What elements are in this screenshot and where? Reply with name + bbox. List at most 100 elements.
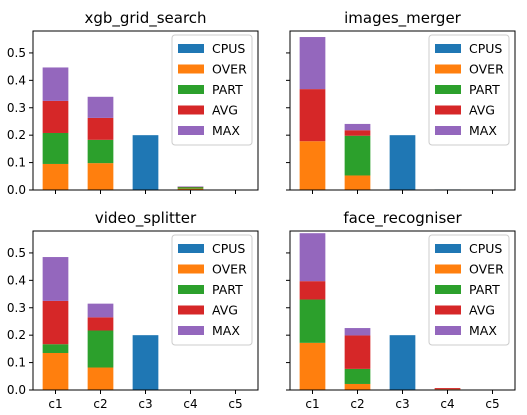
y-tick-label: 0.0 — [7, 183, 26, 197]
legend-swatch-max — [435, 126, 461, 135]
bar-avg-c1 — [43, 301, 69, 344]
bar-cpus-c3 — [390, 335, 416, 390]
legend-swatch-part — [435, 285, 461, 294]
bar-over-c1 — [43, 164, 69, 190]
bar-over-c2 — [345, 175, 371, 190]
bar-max-c2 — [88, 304, 114, 318]
legend-swatch-over — [178, 65, 204, 74]
bar-max-c1 — [43, 67, 69, 100]
legend: CPUS OVER PART AVG MAX — [172, 235, 252, 345]
legend-swatch-cpus — [178, 44, 204, 53]
x-tick-label-c3: c3 — [138, 397, 152, 411]
bar-avg-c1 — [300, 281, 326, 299]
legend-swatch-cpus — [435, 244, 461, 253]
y-tick-label: 0.2 — [7, 328, 26, 342]
legend-label-avg: AVG — [212, 103, 238, 118]
legend-swatch-over — [178, 265, 204, 274]
legend-swatch-avg — [435, 306, 461, 315]
bar-avg-c1 — [43, 101, 69, 133]
x-tick-label-c2: c2 — [350, 397, 364, 411]
legend-label-cpus: CPUS — [469, 241, 502, 256]
legend-label-cpus: CPUS — [469, 41, 502, 56]
bar-part-c2 — [88, 140, 114, 163]
legend-swatch-cpus — [178, 244, 204, 253]
bar-over-c1 — [300, 343, 326, 390]
legend-swatch-avg — [178, 306, 204, 315]
legend-swatch-part — [178, 285, 204, 294]
legend-label-over: OVER — [469, 62, 504, 77]
legend: CPUS OVER PART AVG MAX — [429, 235, 509, 345]
bar-over-c1 — [300, 141, 326, 190]
y-tick-label: 0.0 — [7, 383, 26, 397]
x-tick-label-c4: c4 — [440, 397, 454, 411]
bar-max-c2 — [345, 328, 371, 335]
legend-label-over: OVER — [212, 62, 247, 77]
bar-avg-c2 — [345, 130, 371, 135]
legend-label-part: PART — [212, 282, 243, 297]
legend-swatch-max — [435, 326, 461, 335]
legend-swatch-cpus — [435, 44, 461, 53]
bar-avg-c4 — [435, 388, 461, 389]
legend-label-part: PART — [212, 82, 243, 97]
bar-part-c2 — [345, 369, 371, 384]
bar-max-c4 — [178, 186, 204, 187]
bar-over-c2 — [345, 384, 371, 390]
x-tick-label-c3: c3 — [395, 397, 409, 411]
legend-label-avg: AVG — [212, 303, 238, 318]
legend-swatch-avg — [435, 106, 461, 115]
legend-label-max: MAX — [212, 123, 240, 138]
y-tick-label: 0.4 — [7, 273, 26, 287]
y-tick-label: 0.3 — [7, 301, 26, 315]
subplot-title: images_merger — [344, 9, 462, 28]
legend-swatch-over — [435, 65, 461, 74]
legend-label-part: PART — [469, 82, 500, 97]
subplot-4: face_recogniser c1 c2 c3 c4 c5 CPUS OVER PART AVG… — [286, 209, 515, 411]
y-tick-label: 0.4 — [7, 73, 26, 87]
bar-avg-c2 — [345, 335, 371, 368]
bar-part-c1 — [43, 344, 69, 353]
subplot-2: images_merger CPUS OVER PART AVG MAX — [286, 9, 515, 194]
y-tick-label: 0.5 — [7, 246, 26, 260]
legend-swatch-part — [178, 85, 204, 94]
bar-avg-c1 — [300, 89, 326, 141]
subplot-title: video_splitter — [95, 209, 197, 228]
bar-max-c2 — [88, 97, 114, 118]
bar-over-c2 — [88, 163, 114, 190]
bar-part-c2 — [88, 331, 114, 368]
bar-max-c2 — [345, 124, 371, 130]
bar-part-c4 — [178, 187, 204, 189]
y-tick-label: 0.5 — [7, 46, 26, 60]
bar-avg-c2 — [88, 317, 114, 330]
legend-swatch-avg — [178, 106, 204, 115]
bar-max-c1 — [43, 257, 69, 301]
subplot-3: video_splitter 0.0 0.1 0.2 0.3 0.4 0.5 c1 c2 c3 c4… — [7, 209, 258, 411]
legend: CPUS OVER PART AVG MAX — [172, 35, 252, 145]
subplot-title: face_recogniser — [343, 209, 462, 228]
bar-max-c1 — [300, 233, 326, 281]
legend-label-over: OVER — [469, 262, 504, 277]
legend-label-max: MAX — [469, 323, 497, 338]
subplot-1: xgb_grid_search 0.0 0.1 0.2 0.3 0.4 0.5 CPUS OVE… — [7, 9, 258, 197]
bar-cpus-c3 — [133, 335, 159, 390]
subplot-title: xgb_grid_search — [84, 9, 206, 28]
bar-cpus-c3 — [133, 135, 159, 190]
legend-label-max: MAX — [212, 323, 240, 338]
x-tick-label-c5: c5 — [228, 397, 242, 411]
legend-swatch-part — [435, 85, 461, 94]
x-tick-label-c2: c2 — [93, 397, 107, 411]
bar-over-c2 — [88, 368, 114, 390]
y-tick-label: 0.3 — [7, 101, 26, 115]
bar-part-c2 — [345, 136, 371, 176]
legend: CPUS OVER PART AVG MAX — [429, 35, 509, 145]
x-tick-label-c1: c1 — [48, 397, 62, 411]
legend-label-max: MAX — [469, 123, 497, 138]
legend-label-over: OVER — [212, 262, 247, 277]
legend-label-part: PART — [469, 282, 500, 297]
bar-avg-c2 — [88, 118, 114, 140]
bar-over-c1 — [43, 353, 69, 390]
legend-swatch-max — [178, 326, 204, 335]
legend-label-avg: AVG — [469, 303, 495, 318]
y-tick-label: 0.1 — [7, 156, 26, 170]
bar-max-c1 — [300, 37, 326, 89]
y-tick-label: 0.2 — [7, 128, 26, 142]
